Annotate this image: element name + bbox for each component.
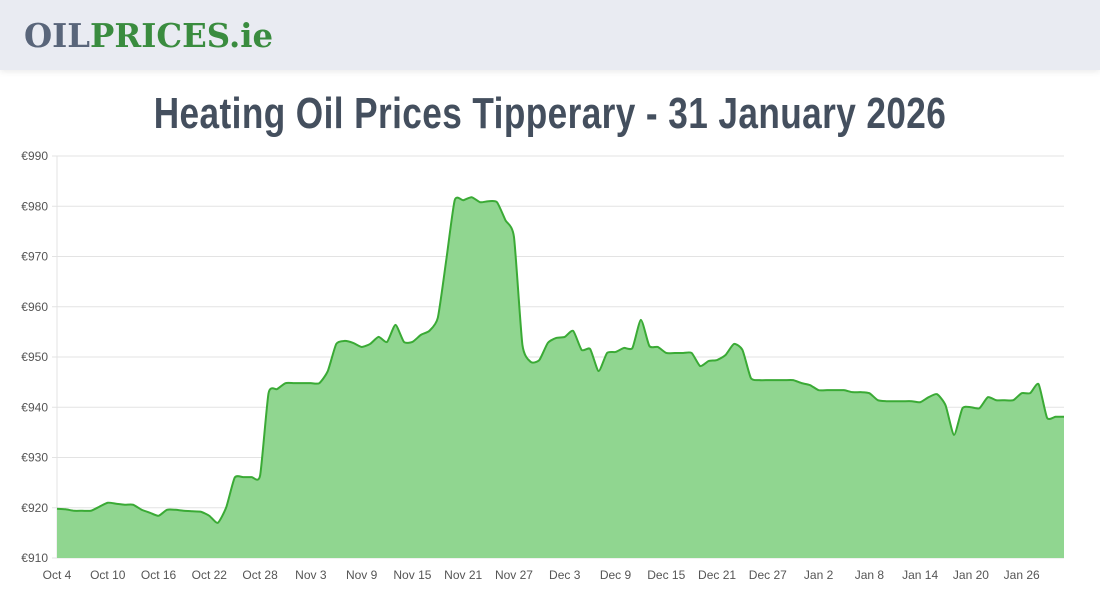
y-axis: €990 €980 €970 €960 €950 €940 €930 €920 €910	[21, 149, 48, 565]
x-tick-label: Nov 9	[346, 568, 378, 582]
y-tick-label: €910	[21, 551, 48, 565]
x-tick-label: Oct 10	[90, 568, 126, 582]
x-tick-label: Jan 14	[902, 568, 938, 582]
x-tick-label: Jan 26	[1004, 568, 1040, 582]
x-tick-label: Dec 15	[647, 568, 685, 582]
x-tick-label: Oct 4	[43, 568, 72, 582]
x-axis: Oct 4 Oct 10 Oct 16 Oct 22 Oct 28 Nov 3 Nov 9 N…	[43, 568, 1040, 582]
x-tick-label: Jan 20	[953, 568, 989, 582]
y-tick-label: €930	[21, 451, 48, 465]
x-tick-label: Nov 21	[444, 568, 482, 582]
x-tick-label: Nov 15	[393, 568, 431, 582]
y-tick-label: €940	[21, 400, 48, 414]
y-tick-label: €970	[21, 250, 48, 264]
y-tick-label: €990	[21, 149, 48, 163]
y-tick-label: €980	[21, 199, 48, 213]
x-tick-label: Oct 16	[141, 568, 177, 582]
price-line[interactable]	[56, 196, 1065, 524]
page-title: Heating Oil Prices Tipperary - 31 Januar…	[153, 89, 947, 138]
x-tick-label: Dec 9	[600, 568, 632, 582]
x-tick-label: Dec 3	[549, 568, 581, 582]
x-tick-label: Oct 28	[242, 568, 278, 582]
logo-text-prices: PRICES.ie	[90, 16, 274, 55]
logo-text-oil: OIL	[24, 16, 91, 55]
y-tick-label: €920	[21, 501, 48, 515]
x-tick-label: Nov 27	[495, 568, 533, 582]
y-tick-label: €950	[21, 350, 48, 364]
x-tick-label: Jan 2	[804, 568, 834, 582]
x-tick-label: Dec 27	[749, 568, 787, 582]
y-tick-label: €960	[21, 300, 48, 314]
x-tick-label: Dec 21	[698, 568, 736, 582]
price-area-fill	[57, 197, 1064, 558]
x-tick-label: Nov 3	[295, 568, 327, 582]
site-logo[interactable]: OILPRICES.ie	[24, 16, 273, 56]
x-tick-label: Jan 8	[855, 568, 885, 582]
x-tick-label: Oct 22	[192, 568, 228, 582]
site-header: OILPRICES.ie	[0, 0, 1100, 70]
